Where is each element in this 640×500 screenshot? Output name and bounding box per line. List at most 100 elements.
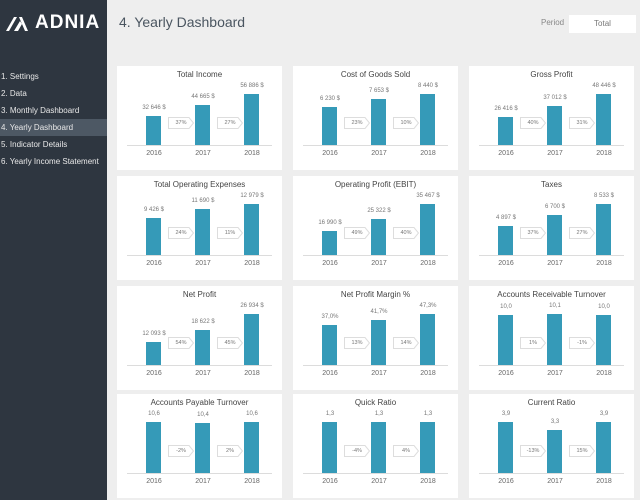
kpi-card: Total Operating Expenses 9 426 $ 2016 11 69… — [117, 176, 282, 280]
sidebar-item-yearly-income-statement[interactable]: 6. Yearly Income Statement — [1, 157, 99, 166]
change-arrow: 1% — [520, 337, 546, 349]
card-title: Quick Ratio — [354, 398, 397, 407]
chart-baseline — [127, 255, 272, 256]
period-label: Period — [541, 18, 565, 27]
data-label: 3,3 — [550, 418, 560, 425]
change-percent: 13% — [351, 340, 363, 346]
bar — [371, 320, 386, 365]
change-arrow: 27% — [569, 227, 595, 239]
change-percent: 54% — [175, 340, 187, 346]
data-label: 10,0 — [598, 303, 610, 310]
data-label: 10,0 — [500, 303, 512, 310]
year-label: 2017 — [371, 150, 387, 157]
change-arrow: 11% — [217, 227, 243, 239]
change-percent: 15% — [576, 448, 588, 454]
change-percent: 2% — [226, 448, 234, 454]
change-percent: 37% — [175, 120, 187, 126]
bar — [195, 104, 210, 145]
year-label: 2017 — [371, 478, 387, 485]
data-label: 16 990 $ — [318, 219, 342, 226]
chart-baseline — [479, 255, 624, 256]
bar — [498, 117, 513, 145]
data-label: 32 646 $ — [142, 104, 166, 111]
data-label: 35 467 $ — [416, 193, 440, 199]
data-label: 48 446 $ — [592, 83, 616, 89]
change-arrow: 31% — [569, 117, 595, 129]
chart-baseline — [479, 365, 624, 366]
year-label: 2018 — [420, 370, 436, 377]
card-title: Gross Profit — [530, 70, 573, 79]
bar — [547, 106, 562, 145]
kpi-card: Accounts Payable Turnover 10,6 2016 10,4 201… — [117, 394, 282, 498]
sidebar-item-data[interactable]: 2. Data — [1, 89, 27, 98]
year-label: 2017 — [371, 260, 387, 267]
card-title: Accounts Receivable Turnover — [497, 290, 606, 299]
change-arrow: 2% — [217, 445, 243, 457]
kpi-card: Cost of Goods Sold 6 230 $ 2016 7 653 $ 2017… — [293, 66, 458, 170]
kpi-card: Quick Ratio 1,3 2016 1,3 2017 1,3 2018 -4% 4% — [293, 394, 458, 498]
bar — [195, 329, 210, 365]
chart-baseline — [127, 473, 272, 474]
sidebar-item-yearly-dashboard[interactable]: 4. Yearly Dashboard — [0, 119, 107, 136]
bar — [244, 314, 259, 365]
chart-baseline — [303, 145, 448, 146]
bar — [420, 204, 435, 255]
change-arrow: -4% — [344, 445, 370, 457]
year-label: 2016 — [322, 150, 338, 157]
kpi-card: Taxes 4 897 $ 2016 6 700 $ 2017 8 533 $ 2018 37… — [469, 176, 634, 280]
sidebar-item-monthly-dashboard[interactable]: 3. Monthly Dashboard — [1, 106, 80, 115]
bar — [498, 422, 513, 473]
change-percent: 10% — [400, 120, 412, 126]
bar — [547, 214, 562, 255]
sidebar-nav: 1. Settings 2. Data 3. Monthly Dashboard… — [0, 68, 107, 170]
change-arrow: 49% — [344, 227, 370, 239]
change-percent: -2% — [176, 448, 186, 454]
data-label: 44 665 $ — [191, 93, 215, 100]
change-percent: 4% — [402, 448, 410, 454]
chart-baseline — [303, 473, 448, 474]
bar — [146, 422, 161, 473]
data-label: 10,6 — [246, 411, 258, 417]
card-title: Net Profit Margin % — [340, 290, 411, 299]
change-percent: 40% — [527, 120, 539, 126]
bar — [371, 218, 386, 255]
year-label: 2016 — [322, 260, 338, 267]
change-percent: 27% — [576, 230, 588, 236]
data-label: 41,7% — [370, 309, 388, 316]
year-label: 2017 — [547, 150, 563, 157]
change-arrow: 15% — [569, 445, 595, 457]
bar — [322, 107, 337, 145]
bar — [547, 429, 562, 473]
change-percent: 1% — [529, 340, 537, 346]
year-label: 2016 — [322, 370, 338, 377]
period-select[interactable]: Total — [569, 15, 636, 33]
change-arrow: 40% — [520, 117, 546, 129]
year-label: 2016 — [146, 260, 162, 267]
kpi-card: Total Income 32 646 $ 2016 44 665 $ 2017 56 8… — [117, 66, 282, 170]
change-percent: 23% — [351, 120, 363, 126]
change-arrow: -2% — [168, 445, 194, 457]
chart-baseline — [479, 473, 624, 474]
data-label: 25 322 $ — [367, 207, 391, 214]
data-label: 1,3 — [423, 411, 433, 417]
year-label: 2016 — [322, 478, 338, 485]
year-label: 2018 — [420, 478, 436, 485]
chart-baseline — [303, 255, 448, 256]
year-label: 2016 — [146, 150, 162, 157]
kpi-card: Gross Profit 26 416 $ 2016 37 012 $ 2017 48 4… — [469, 66, 634, 170]
kpi-card: Operating Profit (EBIT) 16 990 $ 2016 25 32… — [293, 176, 458, 280]
change-arrow: 23% — [344, 117, 370, 129]
data-label: 47,3% — [419, 303, 437, 309]
bar — [322, 422, 337, 473]
year-label: 2017 — [547, 260, 563, 267]
change-arrow: 13% — [344, 337, 370, 349]
change-percent: 11% — [224, 230, 236, 236]
sidebar-item-indicator-details[interactable]: 5. Indicator Details — [1, 140, 68, 149]
bar — [596, 314, 611, 365]
bar — [371, 98, 386, 145]
kpi-card: Accounts Receivable Turnover 10,0 2016 10,1… — [469, 286, 634, 390]
sidebar-item-settings[interactable]: 1. Settings — [1, 72, 39, 81]
year-label: 2018 — [420, 260, 436, 267]
change-arrow: 14% — [393, 337, 419, 349]
data-label: 1,3 — [374, 411, 384, 417]
